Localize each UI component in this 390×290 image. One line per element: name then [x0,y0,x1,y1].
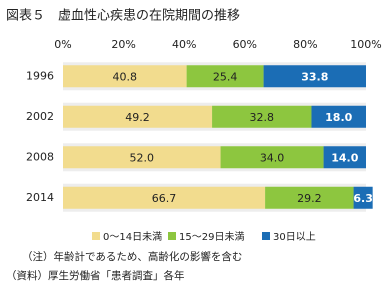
value-label: 33.8 [301,70,328,83]
bar-segment [63,105,213,128]
bar-segment [263,65,366,88]
bar-segment [311,105,366,128]
legend-swatch [92,232,100,240]
y-tick-label: 2002 [26,110,54,123]
bar-segment [265,186,354,209]
value-label: 40.8 [113,70,138,83]
value-label: 29.2 [297,192,322,205]
y-tick-label: 2014 [26,191,54,204]
bar-segment [212,105,312,128]
legend-label: 15〜29日未満 [179,231,244,243]
value-label: 66.7 [152,192,177,205]
legend-label: 0〜14日未満 [103,231,162,243]
bar-segment [63,65,187,88]
chart-title: 図表５ 虚血性心疾患の在院期間の推移 [6,9,240,24]
y-tick-label: 2008 [26,150,54,163]
value-label: 25.4 [213,70,238,83]
bar-segment [220,146,324,169]
bar-segment [186,65,264,88]
bar-segment [63,146,221,169]
y-tick-label: 1996 [26,69,54,82]
value-label: 18.0 [325,111,352,124]
value-label: 14.0 [331,151,358,164]
x-tick-label: 40% [172,38,196,51]
value-label: 32.8 [250,111,275,124]
x-tick-label: 60% [233,38,257,51]
legend-swatch [262,232,270,240]
value-label: 49.2 [125,111,150,124]
note: （注）年齢計であるため、高齢化の影響を含む [22,250,242,263]
x-tick-label: 20% [111,38,135,51]
value-label: 52.0 [130,151,155,164]
value-label: 6.3 [353,192,373,205]
x-tick-label: 0% [54,38,71,51]
value-label: 34.0 [260,151,285,164]
x-tick-label: 100% [350,38,381,51]
note: （資料）厚生労働省「患者調査」各年 [6,269,185,282]
legend-label: 30日以上 [273,231,316,243]
bar-segment [63,186,266,209]
bar-segment [353,186,373,209]
bar-segment [323,146,366,169]
x-tick-label: 80% [293,38,317,51]
legend-swatch [168,232,176,240]
